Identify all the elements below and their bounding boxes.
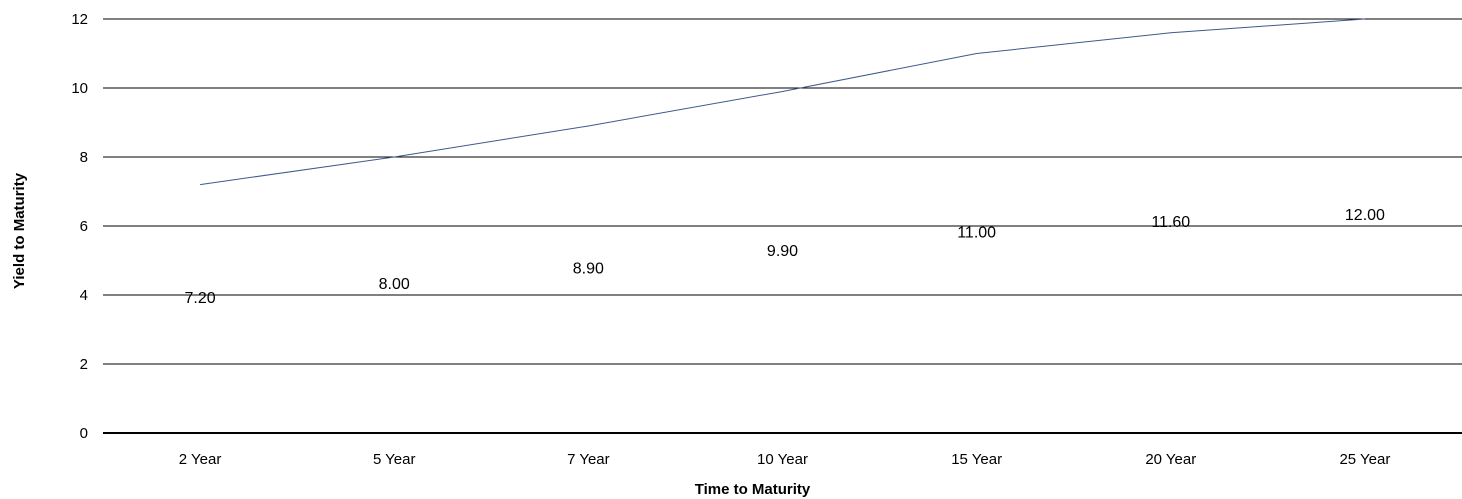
data-label: 11.00 bbox=[957, 224, 996, 241]
data-label: 8.00 bbox=[379, 276, 410, 293]
gridlines bbox=[103, 18, 1462, 365]
data-label: 7.20 bbox=[185, 290, 216, 307]
series-layer bbox=[200, 18, 1365, 186]
x-tick-label: 15 Year bbox=[951, 451, 1002, 468]
y-tick-label: 12 bbox=[71, 11, 88, 28]
x-tick-label: 10 Year bbox=[757, 451, 808, 468]
x-axis-title: Time to Maturity bbox=[695, 481, 811, 498]
series-line bbox=[200, 18, 1365, 186]
x-tick-label: 7 Year bbox=[567, 451, 610, 468]
y-tick-label: 2 bbox=[80, 356, 88, 373]
data-label: 9.90 bbox=[767, 243, 798, 260]
data-label: 8.90 bbox=[573, 260, 604, 277]
data-label: 11.60 bbox=[1151, 214, 1190, 231]
x-tick-label: 2 Year bbox=[179, 451, 222, 468]
x-tick-label: 25 Year bbox=[1339, 451, 1390, 468]
y-tick-label: 4 bbox=[80, 287, 88, 304]
data-labels: 7.20 8.00 8.90 9.90 11.00 11.60 12.00 bbox=[185, 207, 1386, 307]
x-axis-tick-labels: 2 Year 5 Year 7 Year 10 Year 15 Year 20 Year 2… bbox=[179, 451, 1391, 468]
y-tick-label: 8 bbox=[80, 149, 88, 166]
x-tick-label: 20 Year bbox=[1145, 451, 1196, 468]
y-tick-label: 6 bbox=[80, 218, 88, 235]
y-axis-title: Yield to Maturity bbox=[11, 172, 28, 289]
y-axis-tick-labels: 0 2 4 6 8 10 12 bbox=[71, 11, 88, 442]
y-tick-label: 10 bbox=[71, 80, 88, 97]
x-tick-label: 5 Year bbox=[373, 451, 416, 468]
data-label: 12.00 bbox=[1345, 207, 1385, 224]
y-tick-label: 0 bbox=[80, 425, 88, 442]
